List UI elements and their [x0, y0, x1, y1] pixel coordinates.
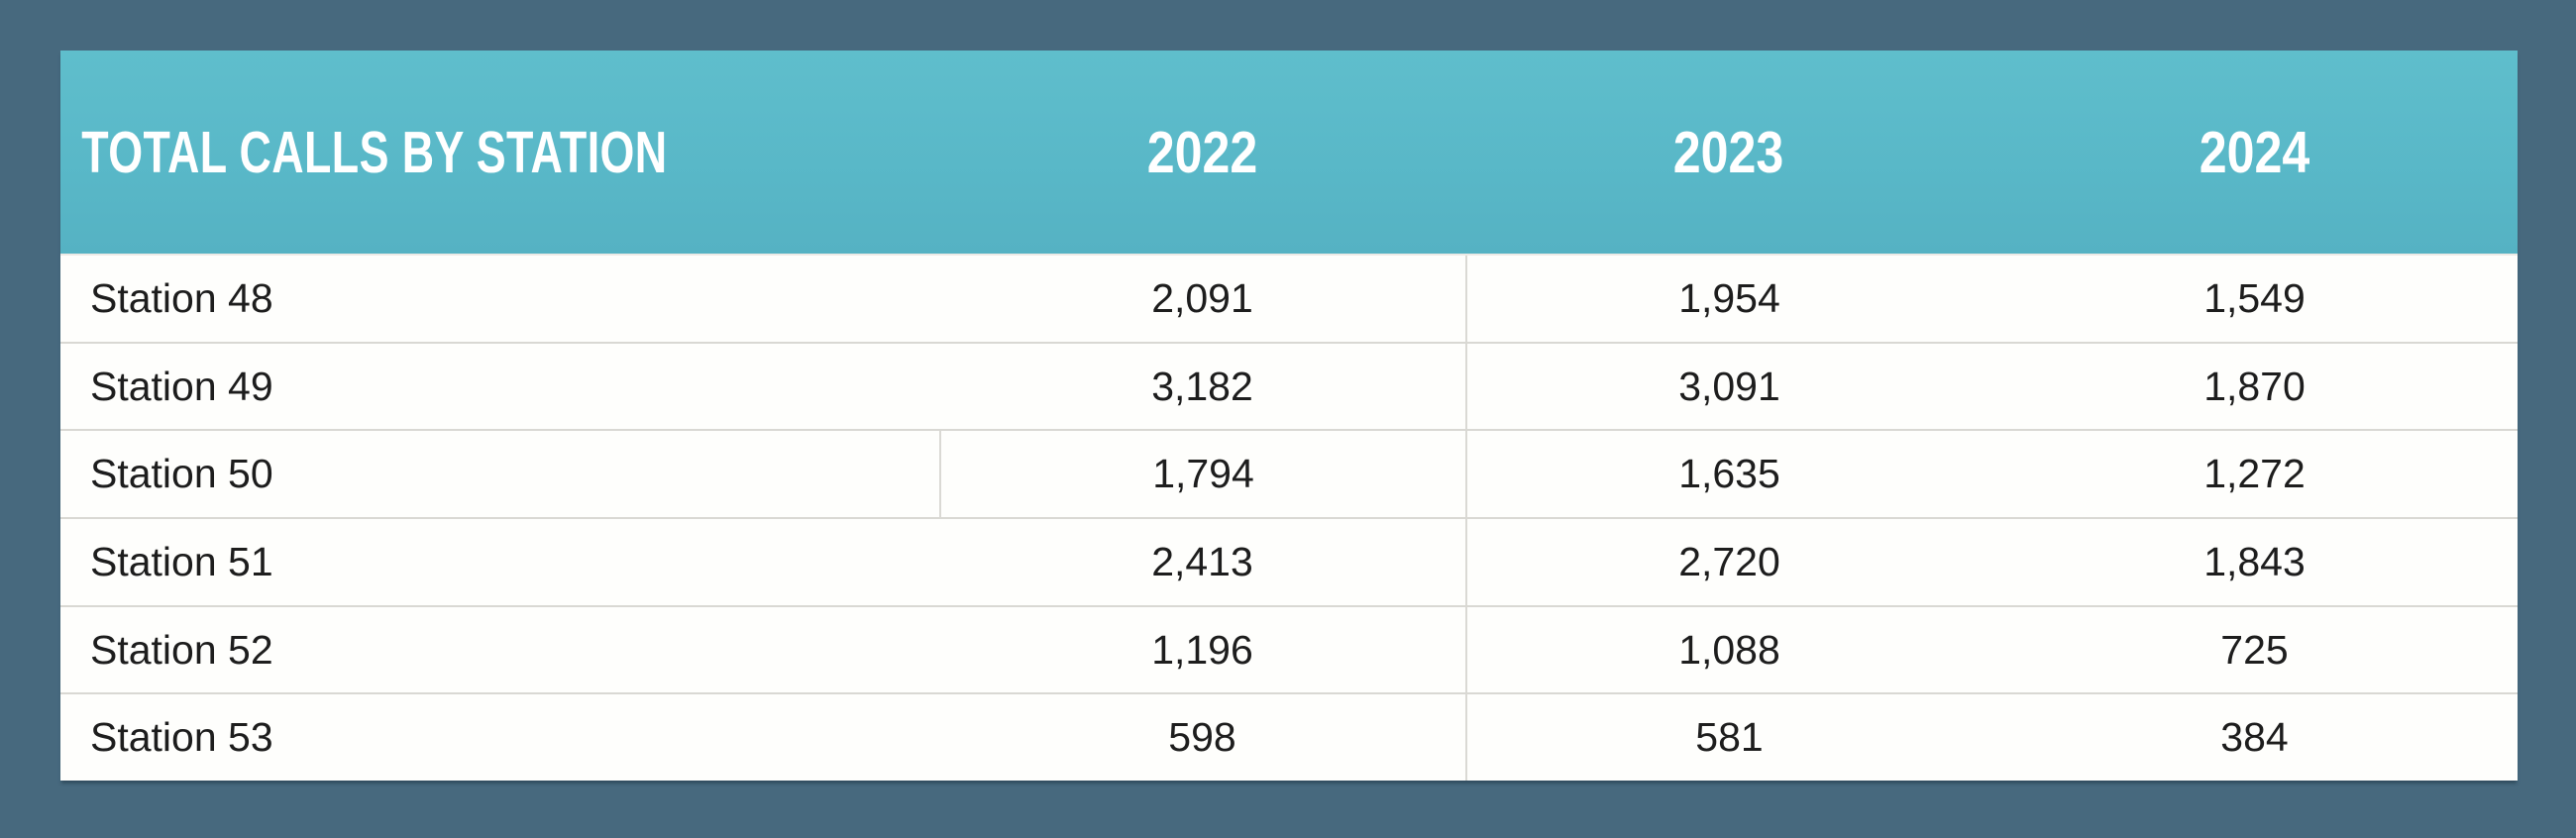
calls-value-2024: 1,549 [2203, 274, 2306, 321]
table-row-station-51: Station 51 2,413 2,720 1,843 [60, 517, 2518, 605]
calls-value-2023: 581 [1465, 694, 1991, 782]
calls-value-2022: 2,091 [1151, 274, 1253, 321]
column-header-2023: 2023 [1672, 119, 1784, 185]
calls-value-2023: 2,720 [1465, 519, 1991, 605]
calls-value-2022: 598 [1168, 714, 1236, 761]
column-header-2022: 2022 [1146, 119, 1258, 185]
calls-value-2023: 3,091 [1465, 343, 1991, 430]
calls-value-2024: 1,272 [2203, 451, 2306, 497]
table-row-station-53: Station 53 598 581 384 [60, 692, 2518, 782]
station-label: Station 50 [90, 451, 273, 497]
total-calls-table: TOTAL CALLS BY STATION 2022 2023 2024 St… [60, 51, 2518, 782]
table-title: TOTAL CALLS BY STATION [81, 119, 668, 185]
calls-value-2022: 1,196 [1151, 626, 1253, 673]
station-label: Station 53 [90, 714, 273, 761]
table-header-row: TOTAL CALLS BY STATION 2022 2023 2024 [60, 51, 2518, 254]
calls-value-2024: 1,843 [2203, 538, 2306, 584]
calls-value-2022: 2,413 [1151, 538, 1253, 584]
station-label: Station 49 [90, 363, 273, 409]
calls-value-2024: 1,870 [2203, 363, 2306, 409]
calls-value-2022: 1,794 [939, 431, 1465, 518]
table-row-station-50: Station 50 1,794 1,635 1,272 [60, 429, 2518, 518]
table-row-station-48: Station 48 2,091 1,954 1,549 [60, 254, 2518, 342]
calls-value-2023: 1,954 [1465, 256, 1991, 342]
calls-value-2024: 725 [2220, 626, 2289, 673]
column-header-2024: 2024 [2199, 119, 2310, 185]
station-label: Station 52 [90, 626, 273, 673]
calls-value-2022: 3,182 [1151, 363, 1253, 409]
table-row-station-49: Station 49 3,182 3,091 1,870 [60, 341, 2518, 430]
calls-value-2024: 384 [2220, 714, 2289, 761]
table-row-station-52: Station 52 1,196 1,088 725 [60, 604, 2518, 693]
station-label: Station 48 [90, 274, 273, 321]
calls-value-2023: 1,635 [1465, 431, 1991, 518]
station-label: Station 51 [90, 538, 273, 584]
calls-value-2023: 1,088 [1465, 606, 1991, 693]
